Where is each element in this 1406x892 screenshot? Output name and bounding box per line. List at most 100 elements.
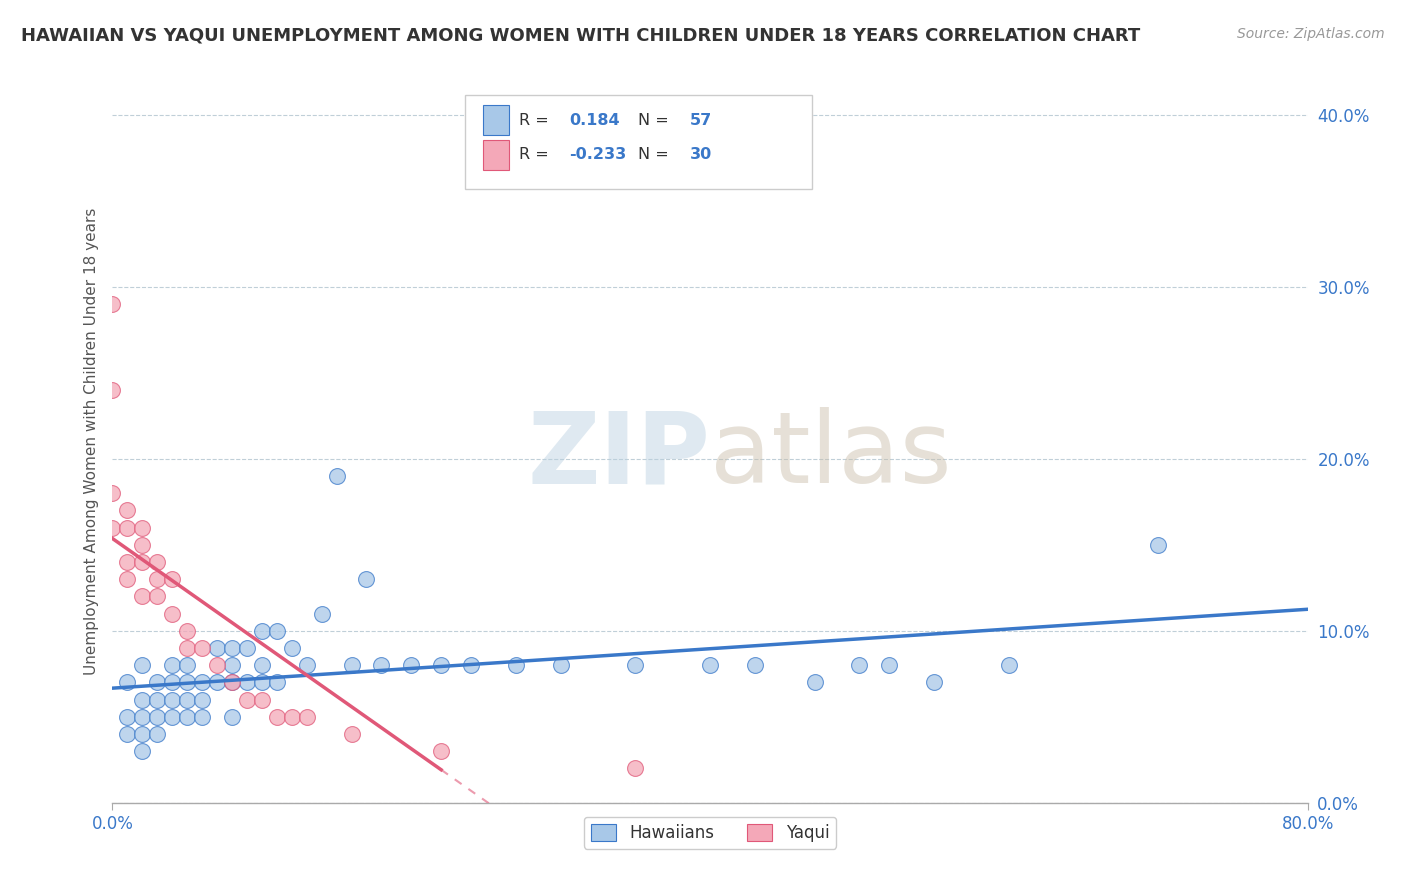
Point [340,658,363,673]
Point [401,658,423,673]
Point [624,761,647,775]
Point [266,675,288,690]
Point [1147,538,1170,552]
Text: R =: R = [519,112,548,128]
Text: ZIP: ZIP [527,408,710,505]
Point [266,710,288,724]
Point [162,675,183,690]
Point [221,658,243,673]
Point [131,727,153,741]
Point [221,710,243,724]
Point [430,744,453,758]
Point [250,624,273,638]
Point [131,744,153,758]
Point [205,658,228,673]
Point [221,675,243,690]
Point [162,692,183,706]
Point [505,658,527,673]
Y-axis label: Unemployment Among Women with Children Under 18 years: Unemployment Among Women with Children U… [83,208,98,675]
Point [191,710,214,724]
Point [146,555,169,569]
Point [356,572,378,586]
Text: HAWAIIAN VS YAQUI UNEMPLOYMENT AMONG WOMEN WITH CHILDREN UNDER 18 YEARS CORRELAT: HAWAIIAN VS YAQUI UNEMPLOYMENT AMONG WOM… [21,27,1140,45]
Point [236,692,259,706]
Point [430,658,453,673]
Point [146,727,169,741]
Point [295,710,318,724]
Point [101,486,124,500]
Point [550,658,572,673]
Point [803,675,825,690]
Text: N =: N = [638,112,669,128]
Point [117,572,139,586]
Point [101,297,124,311]
Point [998,658,1021,673]
Point [117,675,139,690]
Point [250,675,273,690]
Point [146,710,169,724]
Point [176,658,198,673]
Point [340,727,363,741]
Point [744,658,766,673]
Point [117,520,139,534]
Point [325,469,347,483]
Point [146,572,169,586]
Point [146,590,169,604]
Point [221,640,243,655]
Point [162,607,183,621]
Point [191,692,214,706]
Point [250,658,273,673]
Point [162,710,183,724]
Point [281,640,304,655]
Point [146,675,169,690]
Text: atlas: atlas [710,408,952,505]
Point [848,658,870,673]
Point [191,640,214,655]
Text: 0.184: 0.184 [569,112,620,128]
Point [311,607,333,621]
Point [624,658,647,673]
Point [131,692,153,706]
Point [131,538,153,552]
Text: -0.233: -0.233 [569,147,626,162]
Point [117,503,139,517]
FancyBboxPatch shape [465,95,811,189]
Bar [484,105,509,136]
Point [146,692,169,706]
Point [117,727,139,741]
Point [117,555,139,569]
Point [221,675,243,690]
Point [176,710,198,724]
Text: Source: ZipAtlas.com: Source: ZipAtlas.com [1237,27,1385,41]
Bar [484,139,509,169]
Legend: Hawaiians, Yaqui: Hawaiians, Yaqui [583,817,837,848]
Point [131,590,153,604]
Text: 30: 30 [690,147,711,162]
Text: N =: N = [638,147,669,162]
Point [176,640,198,655]
Point [879,658,901,673]
Point [281,710,304,724]
Text: 57: 57 [690,112,711,128]
Point [250,692,273,706]
Point [101,520,124,534]
Point [176,692,198,706]
Point [131,555,153,569]
Point [191,675,214,690]
Point [699,658,721,673]
Point [131,520,153,534]
Point [205,675,228,690]
Point [236,675,259,690]
Point [266,624,288,638]
Point [162,572,183,586]
Point [101,383,124,397]
Point [236,640,259,655]
Point [162,658,183,673]
Point [922,675,945,690]
Point [460,658,482,673]
Point [370,658,392,673]
Text: R =: R = [519,147,548,162]
Point [176,624,198,638]
Point [117,710,139,724]
Point [131,710,153,724]
